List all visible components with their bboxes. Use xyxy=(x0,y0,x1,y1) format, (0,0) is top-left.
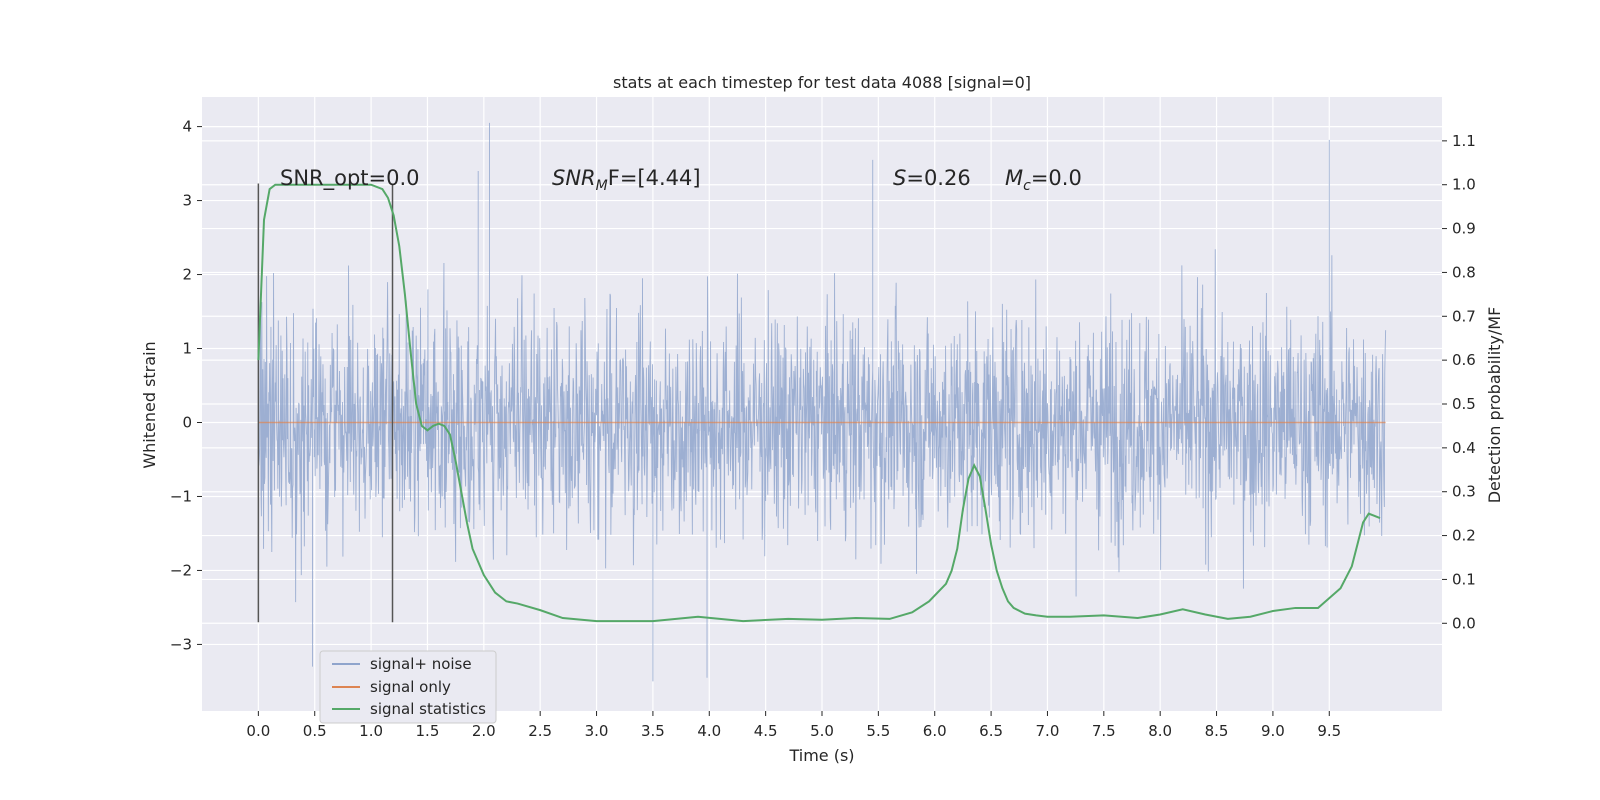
y-right-tick-label: 0.5 xyxy=(1452,395,1476,413)
y-right-tick-label: 0.7 xyxy=(1452,307,1476,325)
x-tick-label: 8.5 xyxy=(1205,722,1229,740)
vertical-markers xyxy=(257,183,394,623)
annotation-mc-subscript: c xyxy=(1023,178,1031,194)
signal-statistics-line xyxy=(257,183,1381,623)
annotation-s-symbol: S xyxy=(893,166,906,190)
y-right-axis-label: Detection probability/MF xyxy=(1485,307,1504,504)
y-right-tick-label: 0.6 xyxy=(1452,351,1476,369)
y-tick-label: 0 xyxy=(182,413,192,431)
chart-title: stats at each timestep for test data 408… xyxy=(613,73,1031,92)
signal-plus-noise-series xyxy=(257,122,1387,682)
y-tick-label: 2 xyxy=(182,266,192,284)
x-tick-label: 7.5 xyxy=(1092,722,1116,740)
annotation-s-value: =0.26 xyxy=(906,166,970,190)
y-right-tick-label: 0.9 xyxy=(1452,220,1476,238)
y-right-tick-label: 1.0 xyxy=(1452,176,1476,194)
y-right-tick-label: 1.1 xyxy=(1452,132,1476,150)
y-tick-label: 3 xyxy=(182,192,192,210)
y-right-tick-label: 0.0 xyxy=(1452,614,1476,632)
y-right-tick-label: 0.2 xyxy=(1452,527,1476,545)
annotation-snr-opt: SNR_opt=0.0 xyxy=(280,166,420,191)
y-right-tick-label: 0.3 xyxy=(1452,483,1476,501)
x-tick-label: 2.0 xyxy=(472,722,496,740)
y-axis-label: Whitened strain xyxy=(140,341,159,468)
legend-box xyxy=(319,650,497,724)
x-tick-label: 2.5 xyxy=(528,722,552,740)
annotation-mc: Mc=0.0 xyxy=(1005,166,1082,194)
y-tick-label: −3 xyxy=(170,635,192,653)
x-tick-label: 5.0 xyxy=(810,722,834,740)
legend: signal+ noise signal only signal statist… xyxy=(319,650,497,724)
x-tick-label: 4.0 xyxy=(697,722,721,740)
x-tick-label: 1.5 xyxy=(416,722,440,740)
signal-plus-noise-line xyxy=(257,122,1387,682)
annotation-snr-mf-subscript: M xyxy=(596,178,608,194)
signal-statistics-series xyxy=(257,183,1381,623)
x-tick-label: 5.5 xyxy=(866,722,890,740)
y-tick-label: −2 xyxy=(170,561,192,579)
x-tick-label: 3.0 xyxy=(585,722,609,740)
x-tick-label: 9.0 xyxy=(1261,722,1285,740)
y-axis-ticks: 4 3 2 1 0 −1 −2 −3 xyxy=(170,118,202,653)
annotation-s: S=0.26 xyxy=(893,166,971,190)
x-tick-label: 0.5 xyxy=(303,722,327,740)
legend-label-signal-statistics: signal statistics xyxy=(370,700,486,718)
y-right-tick-label: 0.1 xyxy=(1452,570,1476,588)
x-axis-ticks: 0.0 0.5 1.0 1.5 2.0 2.5 3.0 3.5 4.0 4.5 5.0 5.5 6.0 6… xyxy=(246,711,1341,740)
y-tick-label: 4 xyxy=(182,118,192,136)
x-tick-label: 6.5 xyxy=(979,722,1003,740)
x-tick-label: 6.0 xyxy=(923,722,947,740)
x-tick-label: 8.0 xyxy=(1148,722,1172,740)
x-tick-label: 4.5 xyxy=(754,722,778,740)
legend-label-signal-plus-noise: signal+ noise xyxy=(370,655,472,673)
y-tick-label: 1 xyxy=(182,340,192,358)
annotation-mc-value: =0.0 xyxy=(1031,166,1082,190)
y-right-tick-label: 0.8 xyxy=(1452,263,1476,281)
y-tick-label: −1 xyxy=(170,487,192,505)
x-axis-label: Time (s) xyxy=(788,746,854,765)
y-right-axis-ticks: 1.1 1.0 0.9 0.8 0.7 0.6 0.5 0.4 0.3 0.2 0.1 0.0 xyxy=(1442,132,1476,632)
legend-label-signal-only: signal only xyxy=(370,678,451,696)
x-tick-label: 9.5 xyxy=(1317,722,1341,740)
x-tick-label: 1.0 xyxy=(359,722,383,740)
annotation-snr-mf-value: F=[4.44] xyxy=(608,166,701,190)
x-tick-label: 7.0 xyxy=(1036,722,1060,740)
annotation-snr-mf: SNRMF=[4.44] xyxy=(552,166,701,194)
y-right-tick-label: 0.4 xyxy=(1452,439,1476,457)
annotation-mc-symbol: M xyxy=(1005,166,1023,190)
x-tick-label: 3.5 xyxy=(641,722,665,740)
annotation-snr-mf-symbol: SNR xyxy=(552,166,596,190)
x-tick-label: 0.0 xyxy=(246,722,270,740)
